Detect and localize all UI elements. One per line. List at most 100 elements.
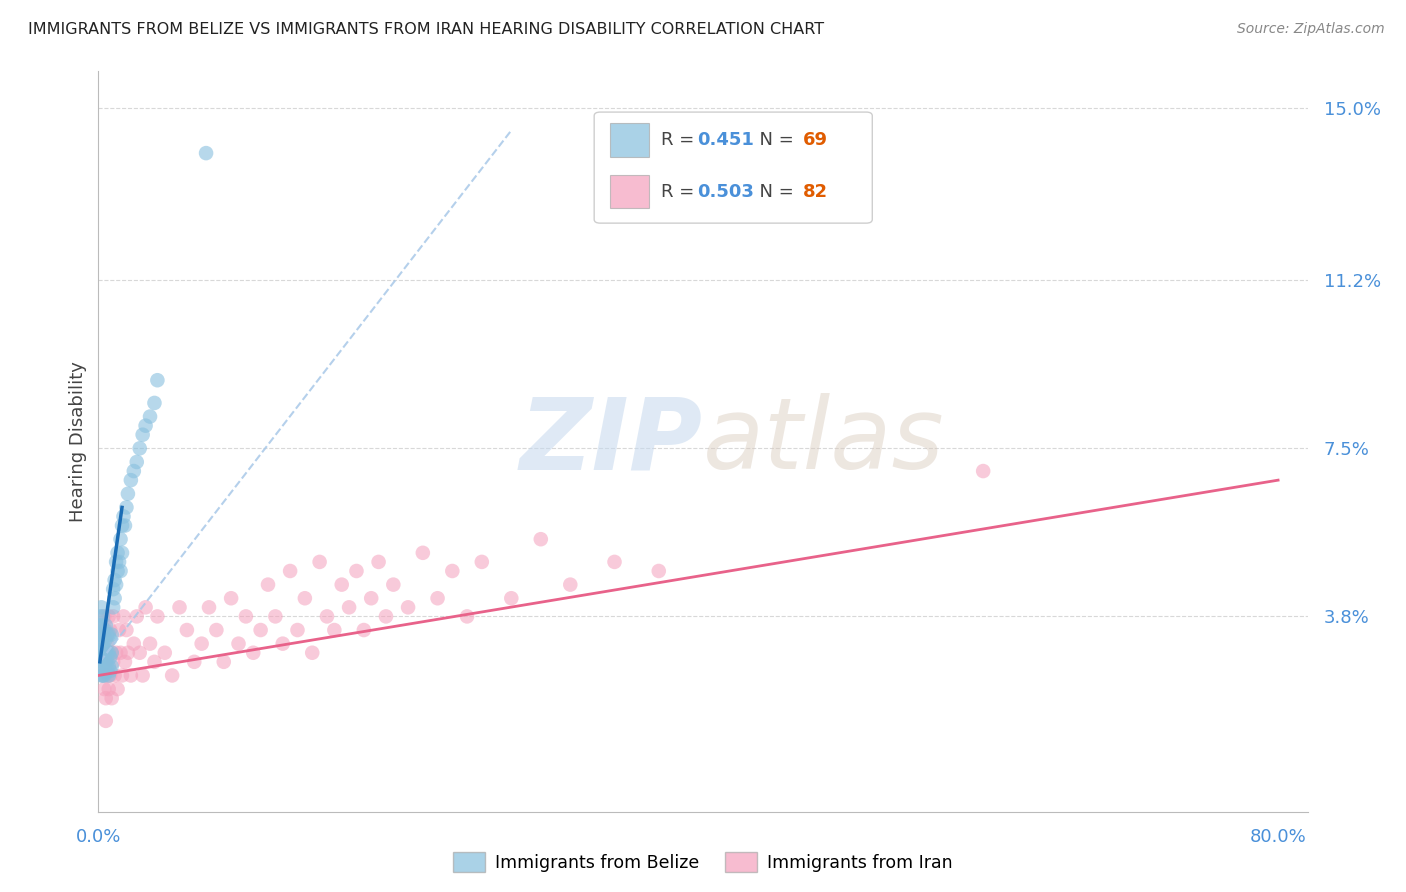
Point: [98, 664, 121, 678]
Point: [93, 650, 115, 665]
Point: [101, 609, 124, 624]
Y-axis label: Hearing Disability: Hearing Disability: [69, 361, 87, 522]
Point: [100, 659, 122, 673]
Point: [603, 555, 626, 569]
Point: [131, 427, 153, 442]
Point: [242, 646, 264, 660]
Point: [93, 659, 115, 673]
Point: [100, 691, 122, 706]
Text: ZIP: ZIP: [520, 393, 703, 490]
Point: [93, 641, 115, 656]
Point: [114, 655, 136, 669]
Point: [111, 518, 134, 533]
Point: [128, 442, 150, 456]
Point: [104, 668, 127, 682]
Point: [125, 455, 148, 469]
Point: [98, 650, 121, 665]
Point: [96, 655, 118, 669]
Point: [91, 646, 114, 660]
Point: [98, 668, 121, 682]
Point: [93, 668, 115, 682]
Point: [97, 682, 120, 697]
Point: [100, 646, 122, 660]
Point: [107, 564, 129, 578]
FancyBboxPatch shape: [595, 112, 872, 223]
Point: [122, 464, 145, 478]
Point: [323, 623, 346, 637]
Point: [101, 582, 124, 596]
Point: [91, 627, 114, 641]
Point: [360, 591, 382, 606]
Point: [94, 618, 117, 632]
Point: [456, 609, 478, 624]
Text: 82: 82: [803, 183, 828, 201]
Text: atlas: atlas: [703, 393, 945, 490]
Point: [219, 591, 242, 606]
Point: [89, 637, 111, 651]
Point: [301, 646, 323, 660]
Point: [94, 632, 117, 647]
Point: [294, 591, 316, 606]
Point: [115, 500, 138, 515]
Point: [278, 564, 301, 578]
Point: [212, 655, 235, 669]
Point: [110, 646, 132, 660]
Point: [97, 646, 120, 660]
Point: [316, 609, 339, 624]
Point: [96, 646, 118, 660]
Point: [190, 637, 212, 651]
Point: [96, 664, 118, 678]
Text: N =: N =: [748, 183, 799, 201]
Point: [90, 655, 112, 669]
Point: [90, 627, 112, 641]
Point: [110, 532, 132, 546]
Point: [367, 555, 389, 569]
Point: [110, 564, 132, 578]
Point: [176, 623, 198, 637]
Point: [107, 546, 129, 560]
Point: [91, 609, 114, 624]
Point: [287, 623, 309, 637]
Point: [94, 646, 117, 660]
Point: [98, 632, 121, 647]
Point: [112, 509, 135, 524]
Point: [112, 609, 135, 624]
Point: [96, 668, 118, 682]
Point: [98, 623, 121, 637]
Point: [94, 714, 117, 728]
Point: [143, 655, 166, 669]
Point: [97, 668, 120, 682]
Point: [93, 623, 115, 637]
Point: [441, 564, 464, 578]
Point: [135, 600, 157, 615]
Point: [382, 577, 405, 591]
Point: [257, 577, 280, 591]
Point: [96, 627, 118, 641]
Point: [94, 664, 117, 678]
Text: 0.451: 0.451: [697, 131, 754, 149]
Point: [117, 646, 139, 660]
Point: [353, 623, 375, 637]
Point: [139, 637, 162, 651]
Point: [249, 623, 271, 637]
Point: [195, 146, 218, 161]
Point: [471, 555, 494, 569]
Point: [108, 555, 131, 569]
Point: [105, 577, 128, 591]
Text: R =: R =: [661, 131, 700, 149]
Point: [91, 668, 114, 682]
Point: [205, 623, 228, 637]
Point: [120, 473, 142, 487]
Point: [501, 591, 523, 606]
Point: [169, 600, 191, 615]
Point: [93, 609, 115, 624]
Point: [90, 618, 112, 632]
FancyBboxPatch shape: [610, 123, 648, 156]
Point: [560, 577, 582, 591]
Point: [90, 637, 112, 651]
Point: [146, 609, 169, 624]
Text: 0.503: 0.503: [697, 183, 754, 201]
Point: [90, 646, 112, 660]
Point: [264, 609, 287, 624]
Point: [94, 623, 117, 637]
